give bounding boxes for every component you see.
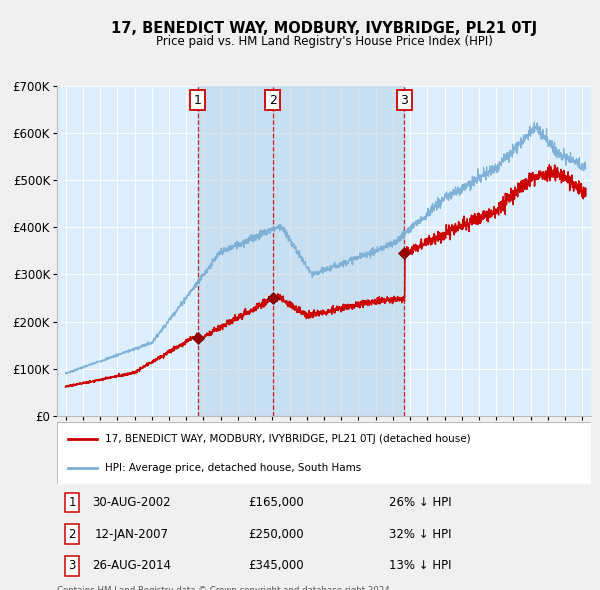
Text: 13% ↓ HPI: 13% ↓ HPI bbox=[389, 559, 451, 572]
Text: 1: 1 bbox=[68, 496, 76, 509]
Text: 3: 3 bbox=[68, 559, 76, 572]
Text: 26% ↓ HPI: 26% ↓ HPI bbox=[389, 496, 451, 509]
Text: 30-AUG-2002: 30-AUG-2002 bbox=[92, 496, 171, 509]
Text: 3: 3 bbox=[400, 94, 408, 107]
Text: 26-AUG-2014: 26-AUG-2014 bbox=[92, 559, 171, 572]
Text: 17, BENEDICT WAY, MODBURY, IVYBRIDGE, PL21 0TJ (detached house): 17, BENEDICT WAY, MODBURY, IVYBRIDGE, PL… bbox=[105, 434, 470, 444]
Bar bbox=[197, 86, 273, 416]
Text: 2: 2 bbox=[269, 94, 277, 107]
Text: 32% ↓ HPI: 32% ↓ HPI bbox=[389, 527, 451, 541]
Text: 1: 1 bbox=[194, 94, 202, 107]
Text: £165,000: £165,000 bbox=[248, 496, 304, 509]
Text: £250,000: £250,000 bbox=[248, 527, 304, 541]
Text: 12-JAN-2007: 12-JAN-2007 bbox=[95, 527, 169, 541]
Text: £345,000: £345,000 bbox=[248, 559, 304, 572]
Text: HPI: Average price, detached house, South Hams: HPI: Average price, detached house, Sout… bbox=[105, 463, 361, 473]
Text: 2: 2 bbox=[68, 527, 76, 541]
Text: Contains HM Land Registry data © Crown copyright and database right 2024.: Contains HM Land Registry data © Crown c… bbox=[57, 586, 392, 590]
Bar bbox=[273, 86, 404, 416]
Text: Price paid vs. HM Land Registry's House Price Index (HPI): Price paid vs. HM Land Registry's House … bbox=[155, 35, 493, 48]
Text: 17, BENEDICT WAY, MODBURY, IVYBRIDGE, PL21 0TJ: 17, BENEDICT WAY, MODBURY, IVYBRIDGE, PL… bbox=[111, 21, 537, 35]
